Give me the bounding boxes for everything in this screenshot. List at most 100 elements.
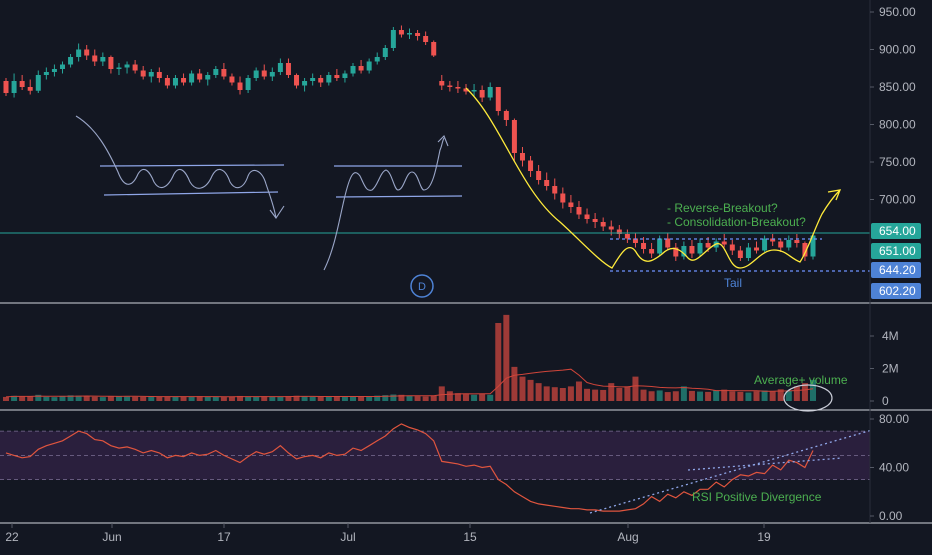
volume-bar: [422, 396, 429, 401]
candle: [19, 75, 25, 90]
volume-bar: [705, 391, 712, 401]
candle-body: [503, 111, 509, 120]
candle-body: [584, 214, 590, 219]
candle: [181, 73, 187, 86]
candle-body: [519, 153, 525, 161]
volume-bar: [188, 396, 195, 401]
candle: [100, 52, 106, 66]
price-tick-label: 900.00: [879, 43, 916, 57]
volume-bar: [180, 396, 187, 401]
candle: [326, 72, 332, 86]
price-labels: 654.00 651.00 644.20 602.20: [871, 223, 921, 299]
volume-bar: [358, 396, 365, 401]
candle: [721, 234, 727, 248]
price-tick-label: 750.00: [879, 155, 916, 169]
time-tick-label: 15: [463, 530, 477, 544]
candle: [366, 58, 372, 74]
volume-bar: [406, 395, 413, 401]
price-tick-label: 700.00: [879, 193, 916, 207]
volume-bar: [366, 396, 373, 401]
candle-body: [544, 180, 550, 186]
volume-bar: [600, 389, 607, 401]
candle: [108, 55, 114, 74]
candle: [528, 156, 534, 177]
candle-body: [59, 64, 65, 69]
candle-body: [124, 64, 130, 68]
candle: [140, 66, 146, 80]
volume-bar: [810, 379, 816, 401]
candle-body: [471, 90, 477, 92]
current-price-label: 654.00: [879, 224, 916, 238]
candle-body: [237, 82, 243, 90]
volume-bar: [325, 396, 332, 401]
volume-bar: [277, 396, 284, 401]
candle-body: [229, 76, 235, 83]
candle-body: [673, 247, 679, 257]
candle: [786, 235, 792, 251]
candle: [374, 52, 380, 65]
candle-body: [745, 247, 751, 258]
candle: [576, 201, 582, 219]
candle-body: [608, 226, 614, 230]
candle-body: [431, 42, 437, 56]
volume-bar: [269, 396, 276, 401]
annotation-average-volume: Average+ volume: [754, 373, 848, 387]
candle: [762, 235, 768, 252]
candle-body: [342, 73, 348, 78]
trend-curve: [465, 87, 841, 269]
candle: [358, 60, 364, 74]
volume-bar: [212, 396, 219, 401]
volume-bar: [132, 396, 139, 401]
candle-body: [140, 70, 146, 77]
volume-bar: [438, 386, 445, 401]
candle-body: [310, 78, 316, 81]
candle: [253, 67, 259, 81]
candle: [398, 25, 404, 38]
rsi-tick-label: 80.00: [879, 412, 909, 426]
candle: [487, 82, 493, 101]
candle-body: [810, 235, 816, 257]
candle: [342, 70, 348, 83]
volume-bar: [479, 393, 486, 401]
volume-bar: [624, 386, 631, 401]
candle-body: [253, 70, 259, 78]
candle-body: [754, 247, 760, 251]
candle: [132, 60, 138, 74]
sketch-left-bottom-line: [103, 191, 279, 196]
candle: [245, 75, 251, 93]
candle-body: [261, 70, 267, 77]
interval-badge[interactable]: D: [410, 274, 434, 298]
volume-bar: [164, 396, 171, 401]
candle: [294, 73, 300, 89]
volume-bar: [551, 387, 558, 401]
time-tick-label: 22: [5, 530, 19, 544]
annotation-reverse-breakout: - Reverse-Breakout?: [667, 201, 778, 215]
candle: [285, 58, 291, 78]
candle-body: [43, 72, 49, 75]
candle: [511, 118, 517, 161]
volume-bar: [398, 394, 405, 401]
volume-bar: [99, 397, 106, 401]
interval-badge-label[interactable]: D: [418, 281, 426, 293]
candle-body: [76, 49, 82, 57]
candle: [51, 64, 57, 77]
candle-body: [705, 243, 711, 248]
candle-body: [398, 30, 404, 35]
volume-bar: [83, 396, 90, 401]
candle-body: [285, 63, 291, 75]
candle: [681, 241, 687, 260]
volume-bar: [495, 323, 502, 401]
candle-body: [463, 88, 469, 92]
sketch-right-bottom-line: [335, 195, 463, 198]
volume-bar: [761, 390, 768, 401]
candle-body: [366, 61, 372, 71]
volume-highlight-ellipse: [783, 384, 833, 412]
candle-body: [681, 246, 687, 257]
annotation-rsi-divergence: RSI Positive Divergence: [692, 490, 822, 504]
candle: [35, 70, 41, 93]
candle-body: [390, 30, 396, 48]
candle: [592, 213, 598, 228]
candle-body: [762, 238, 768, 251]
candle-body: [786, 240, 792, 248]
